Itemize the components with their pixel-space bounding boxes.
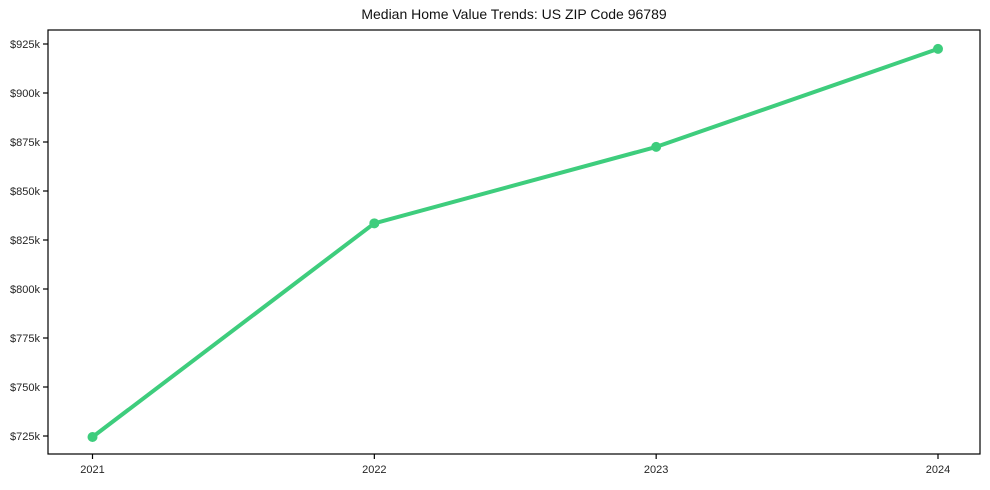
y-axis-tick-label: $750k [10, 382, 40, 394]
x-axis-tick-label: 2022 [362, 464, 386, 476]
data-point-marker [651, 141, 662, 152]
trend-line [90, 46, 940, 439]
y-axis-tick-label: $775k [10, 333, 40, 345]
y-axis-tick-label: $850k [10, 186, 40, 198]
chart-title: Median Home Value Trends: US ZIP Code 96… [361, 6, 667, 22]
data-point-marker [87, 431, 98, 442]
data-point-marker [933, 43, 943, 54]
y-axis-tick-label: $825k [10, 235, 40, 247]
y-axis-tick-label: $800k [10, 284, 40, 296]
y-axis-tick-label: $875k [10, 137, 40, 149]
x-axis-tick-label: 2024 [926, 464, 950, 476]
x-axis-tick-label: 2023 [644, 464, 668, 476]
y-axis-tick-label: $925k [10, 39, 40, 51]
data-point-marker [369, 218, 380, 229]
y-axis-tick-label: $900k [10, 88, 40, 100]
x-axis-tick-label: 2021 [80, 464, 104, 476]
plot-frame [47, 29, 981, 455]
y-axis-tick-label: $725k [10, 431, 40, 443]
